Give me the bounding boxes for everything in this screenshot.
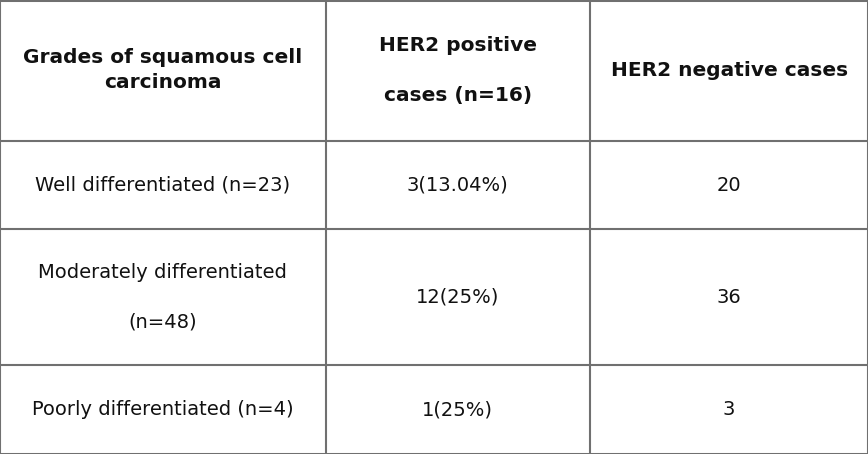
Text: 36: 36 [717, 288, 741, 307]
Text: Poorly differentiated (n=4): Poorly differentiated (n=4) [32, 400, 293, 419]
Text: 3(13.04%): 3(13.04%) [407, 176, 509, 194]
Text: 1(25%): 1(25%) [423, 400, 493, 419]
Text: HER2 negative cases: HER2 negative cases [610, 61, 848, 80]
Text: 20: 20 [717, 176, 741, 194]
Text: HER2 positive

cases (n=16): HER2 positive cases (n=16) [378, 36, 537, 105]
Text: Well differentiated (n=23): Well differentiated (n=23) [36, 176, 290, 194]
Text: Grades of squamous cell
carcinoma: Grades of squamous cell carcinoma [23, 49, 302, 92]
Text: 12(25%): 12(25%) [416, 288, 500, 307]
Text: 3: 3 [723, 400, 735, 419]
Text: Moderately differentiated

(n=48): Moderately differentiated (n=48) [38, 263, 287, 332]
